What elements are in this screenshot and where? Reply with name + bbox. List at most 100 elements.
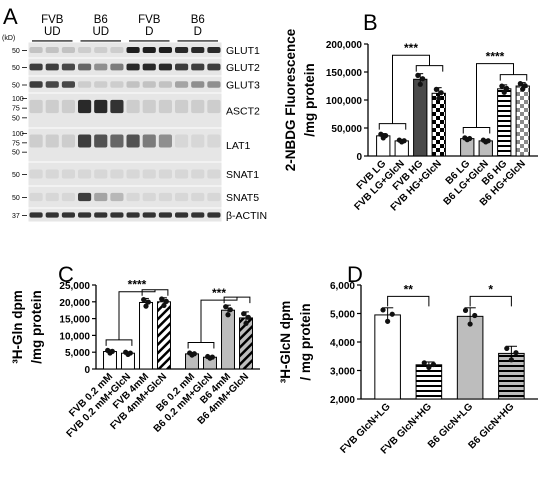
marker-label: 50 <box>12 195 20 202</box>
bar <box>456 315 484 400</box>
blot-band <box>158 46 172 54</box>
data-point <box>462 307 469 313</box>
bar <box>374 314 401 400</box>
y-tick-label: 200,000 <box>326 40 363 51</box>
blot-band <box>142 81 156 88</box>
data-point <box>472 312 478 319</box>
panel-c-chart: C ³H-Gln dpm/mg protein 0 5,000 10,000 15,000… <box>10 262 260 440</box>
blot-band <box>29 99 43 114</box>
blot-band <box>126 169 140 179</box>
data-point <box>499 83 505 89</box>
blot-band <box>207 46 221 54</box>
blot-band <box>207 192 221 202</box>
data-point <box>504 85 510 92</box>
bracket-sub <box>187 342 215 349</box>
blot-band <box>142 46 156 54</box>
blot-band <box>29 134 43 148</box>
data-point <box>426 364 432 370</box>
blot-band <box>191 134 205 148</box>
y-tick-label: 25,000 <box>59 281 90 292</box>
data-point <box>163 298 169 304</box>
y-tick-label: 0 <box>356 152 362 163</box>
data-point <box>485 138 491 144</box>
blot-band <box>207 134 221 148</box>
blot-band <box>78 192 92 202</box>
data-point <box>223 304 229 310</box>
blot-band <box>94 46 108 54</box>
data-point <box>245 314 251 320</box>
data-point <box>225 312 231 318</box>
data-point <box>401 138 407 144</box>
blot-band <box>191 169 205 179</box>
bar <box>515 85 530 157</box>
blot-band <box>207 99 221 114</box>
data-point <box>433 86 439 92</box>
blot-band <box>191 192 205 202</box>
panel-letter: B <box>363 10 378 35</box>
y-tick-label: 15,000 <box>59 315 90 326</box>
blot-band <box>94 81 108 88</box>
blot-band <box>78 99 92 114</box>
blot-band <box>142 212 156 218</box>
significance-label: **** <box>128 278 147 292</box>
blot-band <box>142 99 156 114</box>
blot-band <box>175 99 189 114</box>
data-point <box>389 311 395 317</box>
blot-band <box>61 99 75 114</box>
data-point <box>385 318 391 324</box>
blot-band <box>29 46 43 54</box>
data-point <box>467 135 473 142</box>
bracket-sub <box>105 339 133 346</box>
blot-band <box>126 46 140 54</box>
kd-label: (kD) <box>2 35 15 42</box>
blot-band <box>110 99 124 114</box>
y-tick-label: 3,000 <box>330 367 355 378</box>
blot-band <box>191 46 205 54</box>
data-point <box>227 307 233 313</box>
marker-label: 37 <box>12 213 20 220</box>
data-point <box>109 348 115 354</box>
data-point <box>415 72 421 78</box>
blot-band <box>45 212 59 218</box>
blot-band <box>45 169 59 179</box>
blot-band <box>45 46 59 54</box>
y-axis-label: 2-NBDG Fluorescence <box>283 28 298 171</box>
blot-band <box>45 81 59 88</box>
blot-band <box>126 99 140 114</box>
data-point <box>191 351 197 357</box>
marker-label: 50 <box>12 83 20 90</box>
blot-band <box>78 81 92 88</box>
y-tick-label: 150,000 <box>326 68 363 79</box>
blot-band <box>78 169 92 179</box>
group-label: D <box>194 26 202 38</box>
data-point <box>417 81 423 87</box>
data-point <box>436 95 442 101</box>
y-tick-label: 6,000 <box>330 281 355 292</box>
marker-label: 75 <box>12 140 20 147</box>
blot-band <box>110 192 124 202</box>
blot-label: LAT1 <box>226 140 250 152</box>
blot-strip <box>27 207 223 223</box>
y-tick-label: 5,000 <box>330 310 355 321</box>
significance-label: *** <box>404 41 418 55</box>
significance-label: * <box>488 282 493 296</box>
blot-band <box>142 192 156 202</box>
bracket-sub <box>462 127 491 134</box>
blot-band <box>126 81 140 88</box>
blot-band <box>78 46 92 54</box>
panel-d-chart: D ³H-GlcN dpm / mg protein 2,000 3,000 4,000 5… <box>278 262 538 456</box>
blot-band <box>110 46 124 54</box>
bar <box>497 88 512 157</box>
bar <box>413 78 428 157</box>
blot-band <box>110 81 124 88</box>
blot-label: β-ACTIN <box>226 210 267 222</box>
marker-label: 75 <box>12 106 20 113</box>
y-axis-label: /mg protein <box>29 290 44 364</box>
blot-band <box>126 192 140 202</box>
bracket-main <box>387 295 430 307</box>
bracket-sub <box>415 65 444 72</box>
blot-band <box>78 212 92 218</box>
data-point <box>143 303 149 309</box>
marker-label: 50 <box>12 150 20 157</box>
